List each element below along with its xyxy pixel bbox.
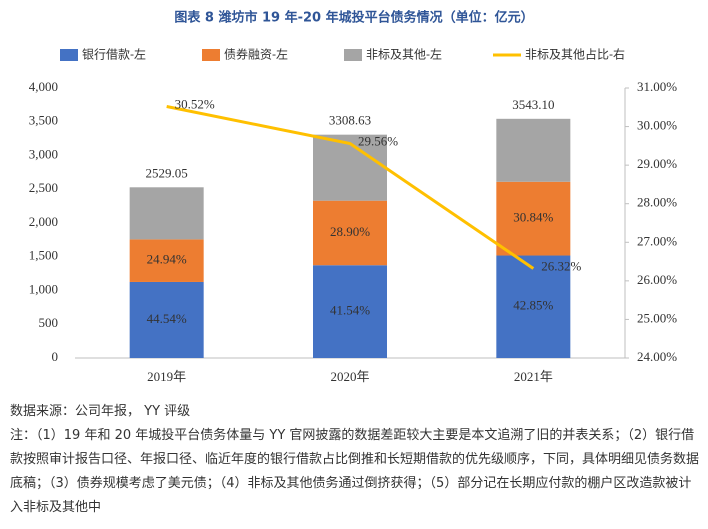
y-tick-label: 1,500 [29, 248, 58, 263]
y2-tick-label: 29.00% [637, 156, 677, 171]
total-label: 3543.10 [512, 97, 554, 112]
share-label: 41.54% [330, 303, 370, 318]
y2-tick-label: 31.00% [637, 79, 677, 94]
legend-swatch [60, 49, 78, 61]
chart-title: 图表 8 潍坊市 19 年-20 年城投平台债务情况（单位：亿元） [174, 10, 533, 26]
total-label: 3308.63 [329, 113, 371, 128]
note: 注：（1）19 年和 20 年城投平台债务体量与 YY 官网披露的数据差距较大主… [10, 428, 700, 515]
bar-segment [129, 281, 204, 358]
chart: 图表 8 潍坊市 19 年-20 年城投平台债务情况（单位：亿元） 0 500 1,… [29, 10, 678, 384]
y-tick-label: 0 [52, 349, 59, 364]
legend-label: 非标及其他占比-右 [525, 47, 625, 62]
legend-label: 银行借款-左 [82, 47, 146, 62]
bar-segment [496, 118, 571, 182]
y2-tick-label: 28.00% [637, 195, 677, 210]
legend-label: 非标及其他-左 [366, 47, 442, 62]
share-label: 42.85% [513, 298, 553, 313]
share-label: 30.84% [513, 210, 553, 225]
x-tick-label: 2020年 [330, 369, 369, 384]
y2-tick-label: 25.00% [637, 310, 677, 325]
line-label: 26.32% [541, 258, 581, 273]
total-label: 2529.05 [146, 165, 188, 180]
legend-swatch [344, 49, 362, 61]
bar-segment [496, 181, 571, 256]
source: 数据来源：公司年报， YY 评级 [10, 404, 191, 419]
y-tick-label: 4,000 [29, 79, 58, 94]
bar-segment [129, 187, 204, 240]
legend-label: 债券融资-左 [224, 47, 288, 62]
y-tick-label: 2,500 [29, 180, 58, 195]
line-label: 30.52% [175, 96, 215, 111]
bar-segment [496, 255, 571, 358]
y-tick-label: 500 [39, 315, 59, 330]
line-label: 29.56% [358, 134, 398, 149]
y2-tick-label: 27.00% [637, 233, 677, 248]
bar-segment [313, 134, 387, 201]
y-tick-label: 1,000 [29, 281, 58, 296]
legend-swatch [202, 49, 220, 61]
y2-tick-label: 30.00% [637, 118, 677, 133]
bar-segment [129, 239, 204, 282]
x-tick-label: 2021年 [514, 369, 553, 384]
bar-segment [313, 265, 387, 358]
y2-tick-label: 24.00% [637, 349, 677, 364]
x-tick-label: 2019年 [147, 369, 186, 384]
y-tick-label: 2,000 [29, 214, 58, 229]
line-series [166, 105, 535, 270]
share-label: 44.54% [147, 311, 187, 326]
bar-segment [313, 200, 387, 266]
y-tick-label: 3,000 [29, 146, 58, 161]
y2-tick-label: 26.00% [637, 272, 677, 287]
notes: 数据来源：公司年报， YY 评级 注：（1）19 年和 20 年城投平台债务体量… [10, 400, 700, 520]
share-label: 24.94% [147, 252, 187, 267]
share-label: 28.90% [330, 224, 370, 239]
y-tick-label: 3,500 [29, 113, 58, 128]
